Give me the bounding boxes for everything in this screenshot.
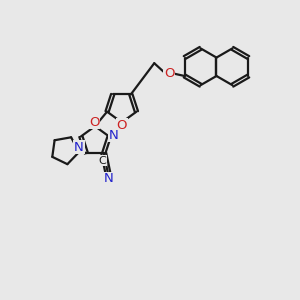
- Text: O: O: [164, 67, 174, 80]
- Text: N: N: [103, 172, 113, 185]
- Text: N: N: [74, 140, 84, 154]
- Text: C: C: [98, 156, 106, 166]
- Text: O: O: [89, 116, 100, 129]
- Text: N: N: [109, 128, 118, 142]
- Text: O: O: [116, 119, 127, 132]
